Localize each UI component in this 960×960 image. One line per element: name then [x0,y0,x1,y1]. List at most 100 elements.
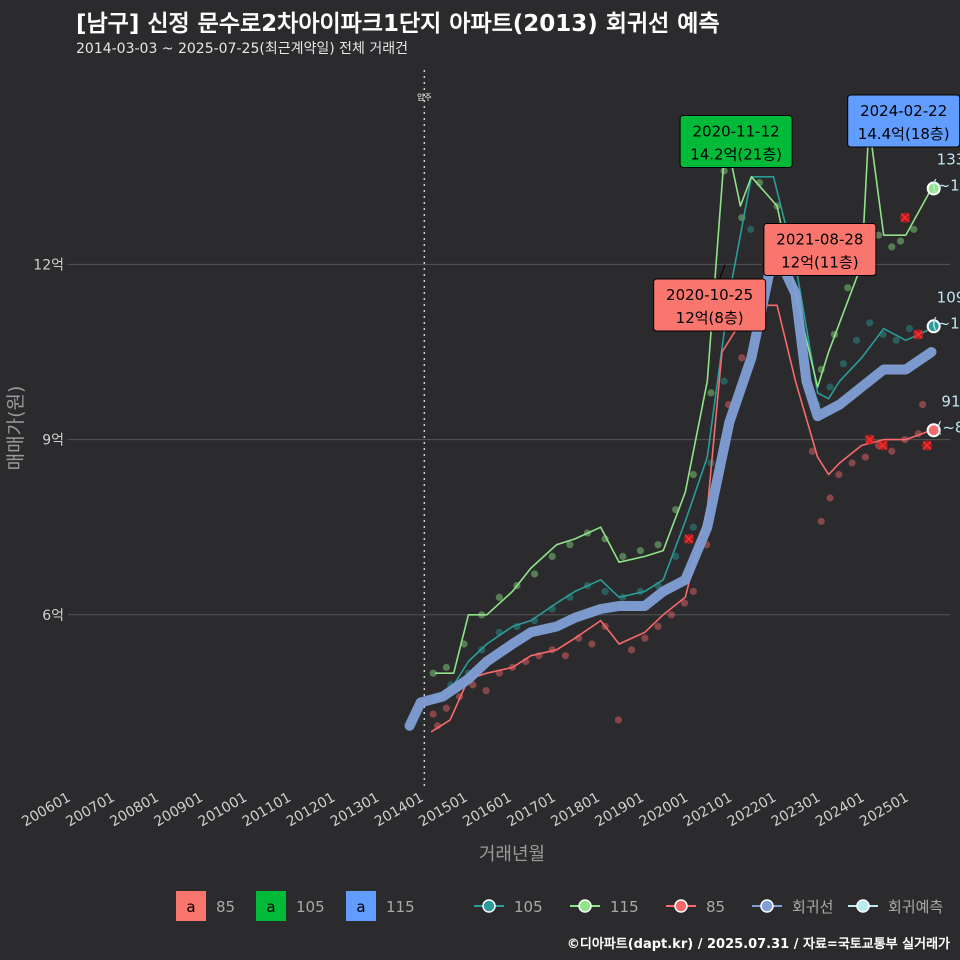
scatter-point [530,570,539,578]
x-tick-label: 201701 [504,790,558,831]
annotation-date: 2024-02-22 [860,102,947,120]
scatter-point [429,669,437,677]
scatter-point [848,459,856,467]
annotation-date: 2020-10-25 [666,286,753,304]
scatter-point [720,377,728,385]
scatter-point [866,319,874,327]
x-tick-label: 201001 [196,790,250,831]
x-tick-label: 201301 [328,790,382,831]
x-tick-label: 202201 [725,790,779,831]
cancelled-x-icon [913,329,923,340]
legend-label: 115 [386,898,415,916]
endpoint-marker [926,319,941,334]
cancelled-x-icon [684,534,694,544]
scatter-point [566,541,574,549]
scatter-point [817,517,825,525]
y-tick-label: 6억 [42,608,64,624]
scatter-point [614,716,622,724]
scatter-point [861,453,869,461]
scatter-point [707,389,715,397]
scatter-point [905,325,914,333]
scatter-point [548,552,556,561]
endpoint-marker [926,181,941,196]
scatter-point [720,167,728,175]
scatter-point [442,663,450,671]
y-tick-label: 9억 [42,433,64,449]
x-tick-label: 202301 [769,790,823,831]
cancelled-x-icon [922,440,932,450]
annotation-value: 14.2억(21층) [690,145,782,163]
legend-swatch-letter: a [266,898,275,916]
scatter-point [495,593,503,601]
legend-dot-key [578,899,592,913]
annotation-date: 2021-08-28 [776,231,863,249]
x-tick-label: 201901 [593,790,647,831]
endpoint-area: (~115㎡) [932,176,960,194]
scatter-point [641,634,649,642]
x-tick-label: 201101 [240,790,294,831]
scatter-point [852,336,861,344]
scatter-point [897,237,905,245]
x-tick-label: 202001 [637,790,691,831]
x-tick-label: 202401 [813,790,867,831]
series-line-regression [404,247,937,731]
chart-caption: ©디아파트(dapt.kr) / 2025.07.31 / 자료=국토교통부 실… [566,937,950,952]
x-tick-label: 200601 [19,790,73,831]
move-in-label: 입주 [417,93,432,102]
y-tick-label: 12억 [33,257,64,273]
scatter-point [826,383,834,391]
x-axis-title: 거래년월 [479,844,545,865]
legend-swatch-letter: a [186,898,195,916]
annotation-box [653,278,767,332]
scatter-point [888,447,896,455]
scatter-point [919,400,927,409]
scatter-point [738,354,746,362]
scatter-point [839,360,847,368]
legend-label: 회귀선 [792,898,833,916]
endpoint-marker [926,423,941,438]
legend-swatch-box [346,891,376,921]
x-tick-label: 200701 [63,790,117,831]
x-tick-label: 200801 [107,790,161,831]
scatter-point [844,284,852,292]
annotation-box [763,223,877,277]
series-line-85 [430,304,933,733]
y-axis-title: 매매가(원) [5,386,27,471]
annotation-value: 14.4억(18층) [858,125,950,143]
scatter-point [561,652,570,660]
endpoint-value: 133,000 [937,150,960,168]
x-tick-label: 201401 [372,790,426,831]
scatter-point [689,523,697,531]
x-tick-label: 201601 [460,790,514,831]
x-tick-label: 202101 [681,790,735,831]
endpoint-value: 109,375 [937,288,960,306]
scatter-point [636,546,645,555]
legend-label: 105 [514,898,543,916]
annotation-value: 12억(8층) [676,309,744,327]
scatter-point [689,587,697,596]
cancelled-x-icon [865,435,875,445]
legend-label: 회귀예측 [888,898,943,916]
legend-label: 85 [706,898,725,916]
scatter-point [482,687,490,695]
x-tick-label: 201801 [548,790,602,831]
series-line-115 [434,123,933,675]
scatter-point [654,541,662,549]
scatter-point [910,225,918,233]
scatter-point [619,552,627,561]
x-tick-label: 201201 [284,790,338,831]
annotation-box [679,114,793,168]
scatter-point [429,710,437,718]
scatter-point [835,471,843,479]
legend-dot-key [674,899,688,913]
chart-subtitle: 2014-03-03 ~ 2025-07-25(최근계약일) 전체 거래건 [76,41,408,57]
scatter-point [627,646,636,654]
scatter-point [672,552,680,561]
scatter-point [588,640,596,648]
scatter-point [808,447,817,455]
x-tick-label: 200901 [152,790,206,831]
endpoint-area: (~105㎡) [932,314,960,332]
scatter-point [654,622,662,631]
